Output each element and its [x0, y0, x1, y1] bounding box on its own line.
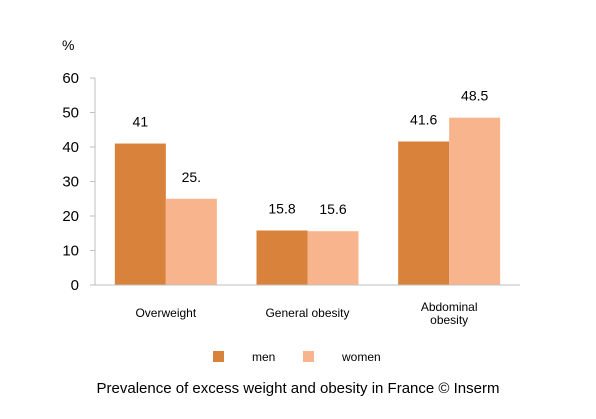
bar-men — [398, 141, 450, 285]
x-tick-label: Abdominal — [421, 300, 478, 314]
bar-women — [165, 198, 217, 285]
bar-women — [449, 117, 501, 285]
x-tick-label: Overweight — [135, 306, 196, 320]
data-label: 25. — [182, 169, 201, 185]
y-tick-label: 40 — [62, 139, 79, 156]
y-tick-label: 20 — [62, 208, 79, 225]
bar-series: 41 25. 15.8 15.6 41.6 48.5 — [114, 88, 501, 285]
legend-label-men: men — [252, 350, 275, 364]
y-axis-label: % — [62, 37, 74, 53]
y-tick-label: 50 — [62, 105, 79, 122]
legend-label-women: women — [341, 350, 381, 364]
data-label: 41 — [133, 114, 149, 130]
legend-swatch-men — [213, 351, 224, 362]
figure-caption: Prevalence of excess weight and obesity … — [96, 380, 500, 397]
x-tick-label: obesity — [430, 313, 468, 327]
bar-chart: % 0 10 20 30 40 50 60 41 25. 15.8 15.6 41.6 48.5 Ov… — [62, 37, 520, 364]
y-tick-label: 10 — [62, 243, 79, 260]
y-tick-label: 0 — [71, 277, 79, 294]
y-tick-label: 30 — [62, 174, 79, 191]
data-label: 48.5 — [461, 88, 488, 104]
data-label: 41.6 — [410, 111, 437, 127]
bar-women — [307, 231, 359, 285]
legend-swatch-women — [303, 351, 314, 362]
y-axis-ticks: 0 10 20 30 40 50 60 — [62, 70, 95, 294]
legend: men women — [213, 350, 381, 364]
y-tick-label: 60 — [62, 70, 79, 87]
data-label: 15.8 — [268, 200, 295, 216]
data-label: 15.6 — [319, 201, 346, 217]
x-tick-label: General obesity — [265, 306, 349, 320]
x-axis-labels: Overweight General obesity Abdominalobesit… — [135, 300, 477, 327]
bar-men — [256, 230, 308, 285]
bar-men — [114, 143, 166, 285]
